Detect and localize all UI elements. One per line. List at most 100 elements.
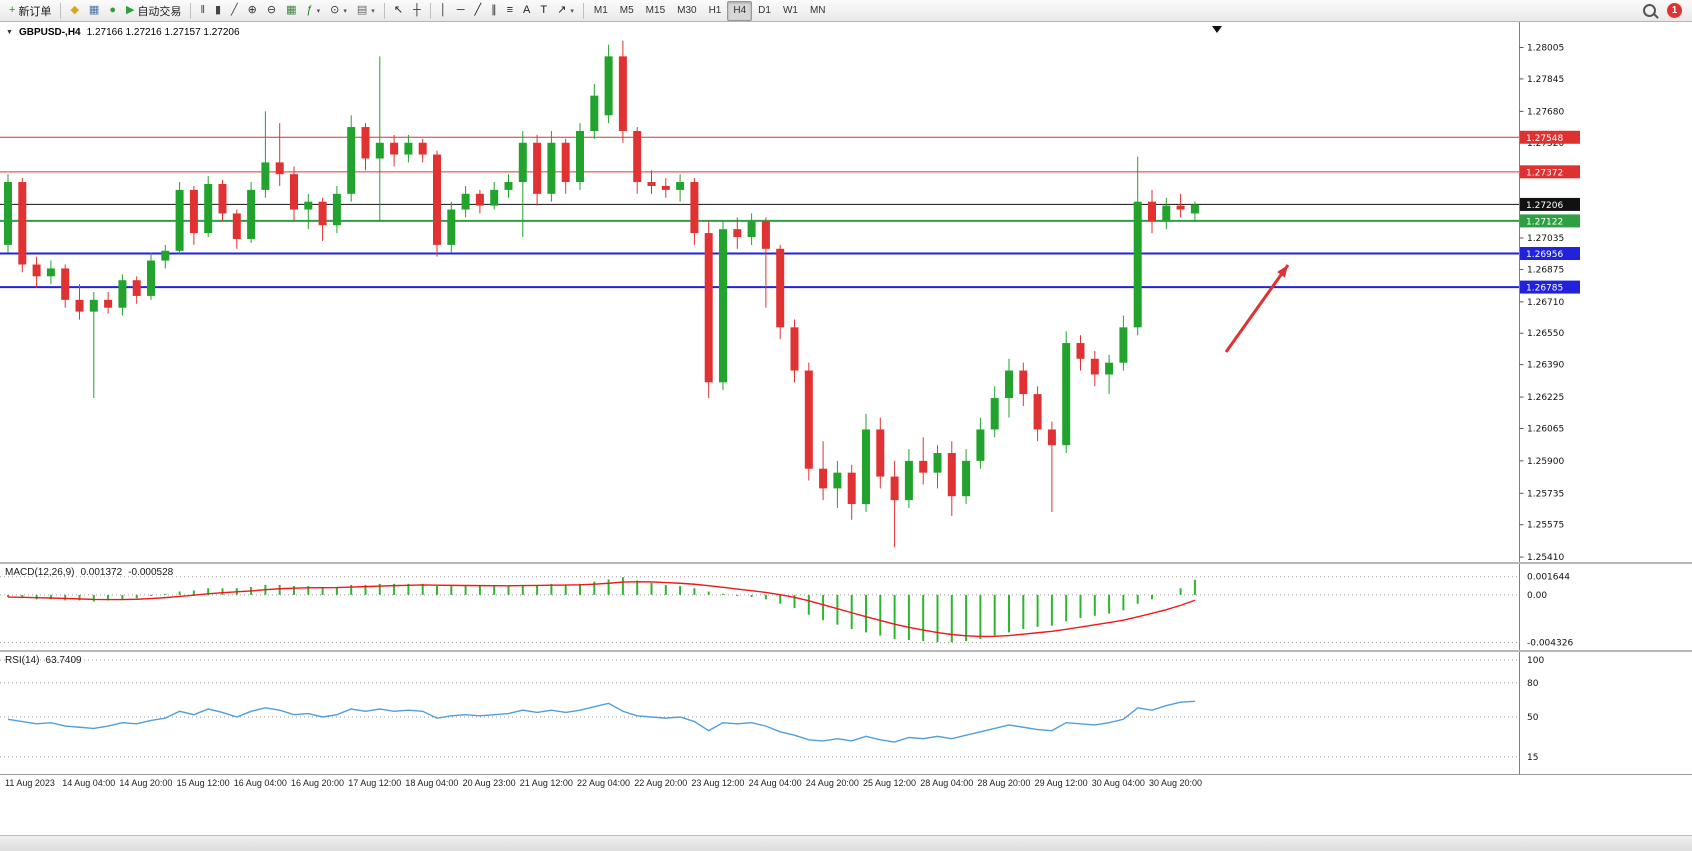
navigator-button[interactable]: ● [104, 1, 121, 21]
timeframe-d1-button[interactable]: D1 [758, 5, 771, 16]
candle [118, 280, 127, 308]
text-button[interactable]: A [518, 1, 535, 21]
candle [590, 95, 599, 131]
candle [4, 182, 12, 245]
timeframe-m1-button[interactable]: M1 [593, 5, 608, 16]
timeframe-w1-button[interactable]: W1 [782, 5, 798, 16]
new-order-button[interactable]: + 新订单 [4, 1, 56, 21]
timeframe-mn-button[interactable]: MN [809, 5, 826, 16]
timeframe-h4-button[interactable]: H4 [727, 0, 753, 21]
metaeditor-icon: ◆ [70, 4, 79, 16]
candlestick-chart-button[interactable]: ▮ [210, 1, 226, 21]
macd-label: MACD(12,26,9) 0.001372 -0.000528 [5, 567, 173, 578]
candle [962, 460, 971, 497]
axis-tick-label: 1.26065 [1527, 424, 1564, 434]
axis-tick-label: 80 [1527, 679, 1539, 689]
candle [175, 189, 184, 251]
timeframe-h1-button[interactable]: H1 [708, 5, 722, 16]
notification-badge[interactable]: 1 [1667, 3, 1682, 18]
time-label: 16 Aug 20:00 [291, 778, 345, 788]
channel-button[interactable]: ∥ [486, 1, 502, 21]
candle [733, 229, 742, 238]
market-watch-button[interactable]: ▦ [84, 1, 104, 21]
cursor-button[interactable]: ↖ [389, 1, 408, 21]
label-button[interactable]: T [535, 1, 552, 21]
axis-tick-label: 1.26550 [1527, 329, 1564, 339]
rsi-value: 63.7409 [45, 655, 82, 666]
bars-chart-button[interactable]: ‖ [195, 1, 210, 21]
candle [161, 250, 170, 261]
crosshair-button[interactable]: ┼ [408, 1, 426, 21]
collapse-triangle-icon[interactable]: ▼ [6, 29, 13, 36]
chart-shift-marker[interactable] [1212, 26, 1222, 33]
candle [847, 472, 856, 505]
candlestick-chart-icon: ▮ [214, 4, 222, 16]
macd-indicator-name: MACD(12,26,9) [5, 567, 75, 578]
line-chart-icon: ╱ [231, 4, 238, 16]
arrow-annotation[interactable] [1224, 264, 1290, 353]
candle [375, 142, 384, 159]
candle [418, 142, 427, 155]
time-label: 21 Aug 12:00 [519, 778, 573, 788]
candle [1076, 343, 1085, 359]
candle [647, 182, 656, 186]
candlestick-chart[interactable]: 1.280051.278451.276801.275201.273551.271… [0, 22, 1692, 562]
trendline-button[interactable]: ╱ [470, 1, 487, 21]
axis-tick-label: 1.26390 [1527, 361, 1564, 371]
time-label: 14 Aug 20:00 [119, 778, 173, 788]
toolbar-separator [383, 2, 385, 19]
indicators-button[interactable]: ƒ ▾ [302, 1, 326, 21]
metaeditor-button[interactable]: ◆ [65, 1, 83, 21]
axis-tick-label: 1.25735 [1527, 489, 1564, 499]
timeframe-m30-button[interactable]: M30 [677, 5, 697, 16]
bottom-scroll-area[interactable] [0, 835, 1692, 851]
candle [104, 299, 113, 308]
templates-button[interactable]: ▤ ▾ [352, 1, 380, 21]
horizontal-line-button[interactable]: ─ [452, 1, 470, 21]
vertical-line-button[interactable]: │ [435, 1, 452, 21]
candle [1119, 327, 1128, 363]
market-watch-icon: ▦ [88, 4, 100, 16]
new-order-icon: + [9, 4, 16, 16]
axis-tick-label: 1.28005 [1527, 44, 1564, 54]
candle [318, 201, 327, 226]
timeframe-m15-button[interactable]: M15 [645, 5, 666, 16]
candle [904, 460, 913, 501]
candle [1133, 201, 1142, 328]
toolbar-separator [429, 2, 431, 19]
horizontal-line-icon: ─ [456, 4, 465, 16]
dropdown-caret-icon: ▾ [316, 7, 321, 15]
rsi-indicator-name: RSI(14) [5, 655, 40, 666]
periods-button[interactable]: ⊙ ▾ [325, 1, 352, 21]
rsi-line [7, 700, 1195, 743]
candle [947, 453, 956, 497]
arrows-button[interactable]: ↗ ▾ [552, 1, 579, 21]
macd-panel[interactable]: 0.001644 0.00 -0.004326 [0, 564, 1692, 650]
symbol-name: GBPUSD-,H4 [18, 27, 81, 38]
candle [275, 162, 284, 175]
rsi-panel[interactable]: 100 80 50 15 [0, 652, 1692, 774]
autotrading-button[interactable]: ▶ 自动交易 [121, 1, 186, 21]
fibonacci-button[interactable]: ≡ [502, 1, 518, 21]
zoom-in-button[interactable]: ⊕ [243, 1, 262, 21]
dropdown-caret-icon: ▾ [343, 7, 347, 15]
candle [618, 56, 627, 131]
line-chart-button[interactable]: ╱ [226, 1, 243, 21]
zoom-out-button[interactable]: ⊖ [262, 1, 281, 21]
timeframe-m5-button[interactable]: M5 [619, 5, 634, 16]
search-button[interactable] [1638, 1, 1661, 21]
panel-separator[interactable] [0, 562, 1692, 564]
time-label: 30 Aug 20:00 [1149, 778, 1203, 788]
price-badge: 1.27122 [1520, 214, 1580, 228]
candle [347, 127, 356, 194]
tile-windows-button[interactable]: ▦ [281, 1, 301, 21]
candle [1005, 370, 1013, 399]
candle [833, 472, 842, 489]
label-icon: T [540, 4, 548, 16]
candle [189, 189, 198, 234]
price-badge: 1.26956 [1520, 247, 1580, 261]
candle [433, 154, 441, 245]
axis-tick-label: 100 [1527, 656, 1544, 666]
panel-separator[interactable] [0, 650, 1692, 652]
candle [461, 193, 470, 210]
